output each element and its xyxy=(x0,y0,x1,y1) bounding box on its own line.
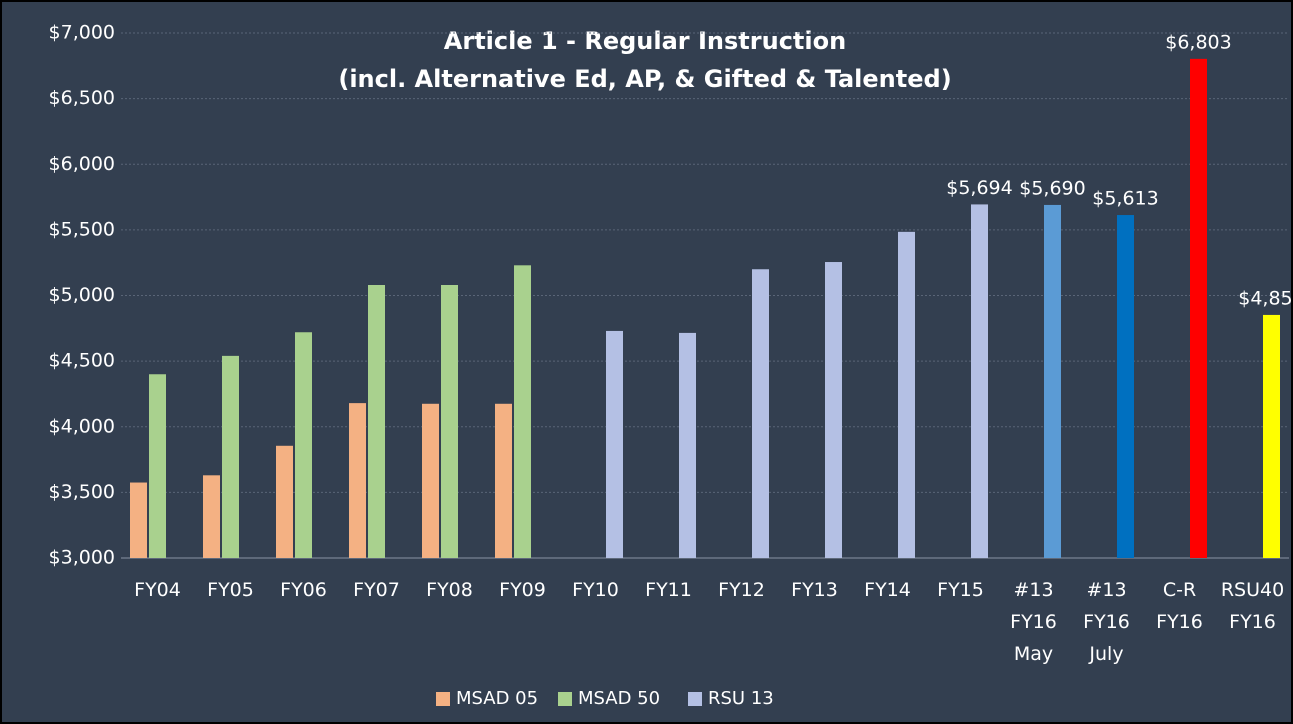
legend-label: MSAD 05 xyxy=(456,688,538,709)
y-tick-label: $5,500 xyxy=(49,218,115,240)
bar xyxy=(1044,204,1061,558)
bar xyxy=(349,403,366,558)
bar xyxy=(149,374,166,558)
data-label: $5,694 xyxy=(946,177,1012,199)
legend-swatch xyxy=(558,692,572,706)
x-tick-label: RSU40 FY16 xyxy=(1221,579,1284,633)
bar xyxy=(295,332,312,558)
bar xyxy=(130,482,147,558)
x-tick-label: FY06 xyxy=(280,579,327,601)
y-tick-label: $5,000 xyxy=(49,284,115,306)
data-label: $4,852 xyxy=(1238,287,1293,309)
bar xyxy=(752,269,769,558)
data-label: $6,803 xyxy=(1165,31,1231,53)
x-tick-label: FY07 xyxy=(353,579,400,601)
x-tick-label: FY11 xyxy=(645,579,692,601)
chart-title: Article 1 - Regular Instruction xyxy=(444,27,846,55)
y-tick-label: $4,000 xyxy=(49,415,115,437)
data-label: $5,613 xyxy=(1092,188,1158,210)
bar xyxy=(495,403,512,558)
bar xyxy=(1190,58,1207,558)
bar xyxy=(514,265,531,558)
chart-subtitle: (incl. Alternative Ed, AP, & Gifted & Ta… xyxy=(338,65,951,93)
bar xyxy=(825,262,842,558)
y-tick-label: $3,000 xyxy=(49,547,115,569)
x-tick-label: #13 FY16 May xyxy=(1010,579,1057,665)
bar xyxy=(971,204,988,558)
x-tick-label: FY14 xyxy=(864,579,911,601)
x-tick-label: FY10 xyxy=(572,579,619,601)
bar xyxy=(679,332,696,558)
x-tick-label: FY15 xyxy=(937,579,984,601)
x-tick-label: FY05 xyxy=(207,579,254,601)
y-tick-label: $7,000 xyxy=(49,22,115,44)
x-tick-label: FY13 xyxy=(791,579,838,601)
bar xyxy=(276,445,293,558)
x-tick-label: FY04 xyxy=(134,579,181,601)
bar xyxy=(1263,314,1280,558)
legend-swatch xyxy=(688,692,702,706)
bar xyxy=(898,231,915,558)
legend-label: MSAD 50 xyxy=(578,688,660,709)
bar xyxy=(422,403,439,558)
bar xyxy=(203,475,220,558)
bar xyxy=(368,285,385,558)
bar xyxy=(441,285,458,558)
legend-swatch xyxy=(436,692,450,706)
x-tick-label: #13 FY16 July xyxy=(1083,579,1130,665)
legend-label: RSU 13 xyxy=(708,688,774,709)
x-tick-label: FY12 xyxy=(718,579,765,601)
y-tick-label: $6,000 xyxy=(49,153,115,175)
y-tick-label: $4,500 xyxy=(49,350,115,372)
bar xyxy=(222,355,239,558)
y-tick-label: $6,500 xyxy=(49,87,115,109)
data-label: $5,690 xyxy=(1019,177,1085,199)
x-tick-label: FY08 xyxy=(426,579,473,601)
bar xyxy=(606,330,623,558)
y-tick-label: $3,500 xyxy=(49,481,115,503)
bar xyxy=(1117,215,1134,558)
x-tick-label: FY09 xyxy=(499,579,546,601)
x-tick-label: C-R FY16 xyxy=(1156,579,1203,633)
